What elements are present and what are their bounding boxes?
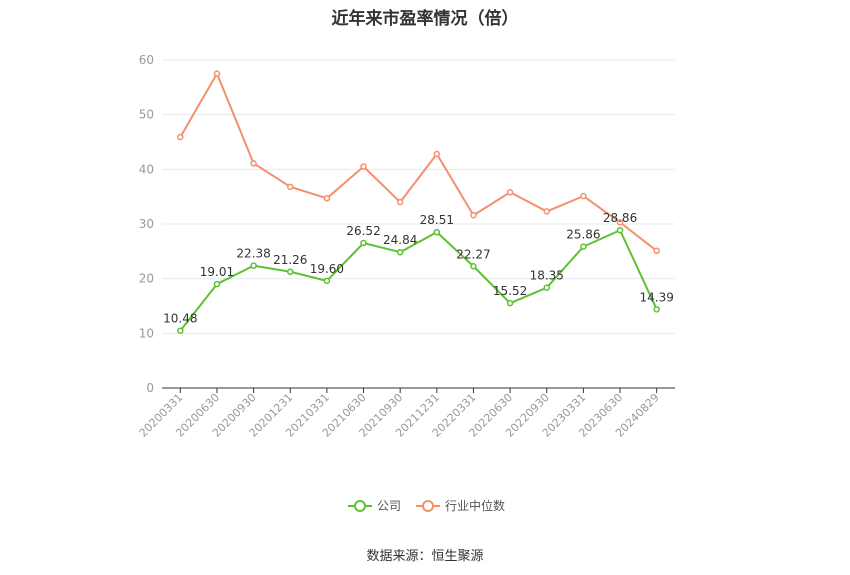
legend-company-label: 公司 xyxy=(377,499,401,513)
data-point xyxy=(323,277,331,285)
data-point xyxy=(177,327,184,334)
data-point xyxy=(543,208,550,215)
y-tick-label: 0 xyxy=(146,381,154,395)
y-tick-label: 20 xyxy=(139,272,154,286)
legend-industry-median-marker xyxy=(422,500,434,512)
data-label: 15.52 xyxy=(493,284,527,298)
data-point xyxy=(177,133,184,141)
data-label: 19.60 xyxy=(310,262,344,276)
series-line-industry-median xyxy=(179,72,658,252)
data-point xyxy=(470,212,477,219)
data-label: 18.35 xyxy=(530,269,564,283)
y-tick-label: 10 xyxy=(139,326,154,340)
data-point xyxy=(360,239,367,247)
data-label: 10.48 xyxy=(163,312,197,326)
data-point xyxy=(360,163,367,170)
data-point xyxy=(543,284,550,291)
data-source: 数据来源：恒生聚源 xyxy=(366,549,484,564)
data-label: 22.27 xyxy=(456,247,490,261)
data-point xyxy=(213,70,221,77)
data-point xyxy=(433,150,441,158)
y-tick-label: 50 xyxy=(139,108,154,122)
y-tick-label: 30 xyxy=(139,217,154,231)
data-label: 22.38 xyxy=(236,247,270,261)
data-label: 19.01 xyxy=(200,265,234,279)
chart-title: 近年来市盈率情况（倍） xyxy=(331,9,519,29)
data-label: 28.51 xyxy=(420,213,454,227)
data-label: 21.26 xyxy=(273,253,307,267)
data-point xyxy=(506,299,514,307)
data-point xyxy=(653,247,660,255)
data-point xyxy=(616,219,624,226)
data-label: 14.39 xyxy=(639,290,673,304)
legend-industry-median-label: 行业中位数 xyxy=(445,498,505,513)
y-tick-label: 60 xyxy=(139,53,154,67)
data-point xyxy=(250,160,257,167)
data-point xyxy=(653,306,660,313)
y-tick-label: 40 xyxy=(139,162,154,176)
data-point xyxy=(396,198,404,206)
series-line-company xyxy=(179,229,658,332)
data-label: 24.84 xyxy=(383,233,417,247)
legend-company-marker xyxy=(354,500,366,512)
data-point xyxy=(396,248,404,256)
data-point xyxy=(433,228,441,236)
data-point xyxy=(616,226,624,234)
data-point xyxy=(250,262,257,269)
data-point xyxy=(323,195,331,202)
data-label: 28.86 xyxy=(603,211,637,225)
data-point xyxy=(580,243,587,250)
data-point xyxy=(580,192,587,200)
data-point xyxy=(287,183,294,191)
data-point xyxy=(287,268,294,276)
data-label: 26.52 xyxy=(346,224,380,238)
data-label: 25.86 xyxy=(566,228,600,242)
data-point xyxy=(470,263,477,270)
data-point xyxy=(506,189,514,196)
data-point xyxy=(213,280,221,288)
